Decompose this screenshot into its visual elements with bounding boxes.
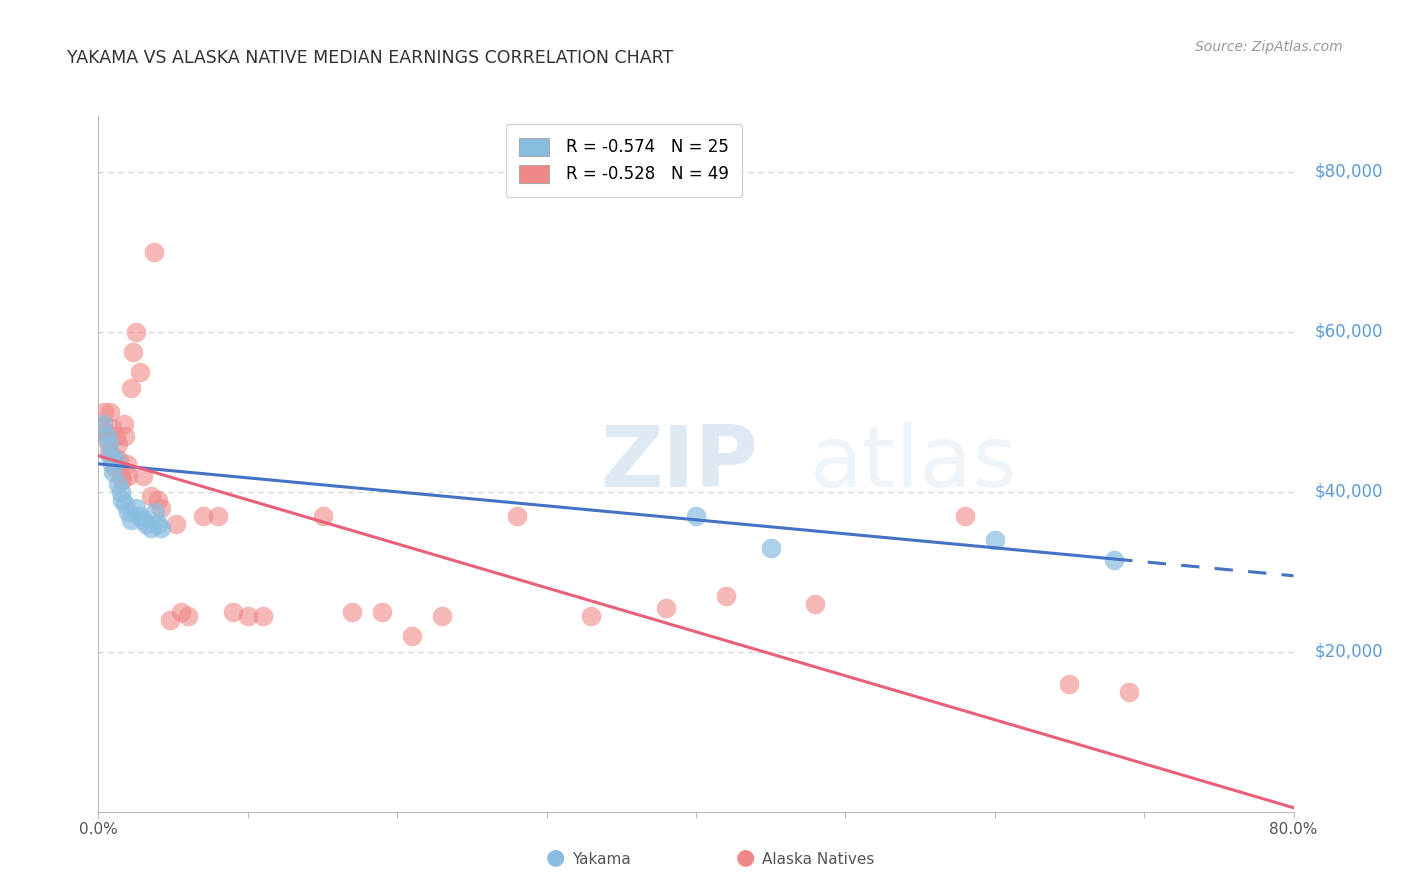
Point — [97, 445, 120, 459]
Point — [129, 365, 152, 379]
Point — [112, 417, 135, 431]
Point — [120, 513, 142, 527]
Point — [103, 465, 125, 479]
Point — [121, 344, 143, 359]
Point — [150, 500, 173, 515]
Point — [685, 508, 707, 523]
Point — [169, 605, 191, 619]
Text: $60,000: $60,000 — [1315, 323, 1384, 341]
Text: ●: ● — [735, 847, 755, 867]
Point — [401, 629, 423, 643]
Point — [108, 453, 131, 467]
Point — [90, 421, 112, 435]
Text: atlas: atlas — [810, 422, 1018, 506]
Text: $20,000: $20,000 — [1315, 643, 1384, 661]
Point — [93, 405, 115, 419]
Text: ZIP: ZIP — [600, 422, 758, 506]
Point — [804, 597, 827, 611]
Point — [107, 476, 129, 491]
Point — [1104, 553, 1126, 567]
Point — [128, 508, 150, 523]
Point — [252, 608, 274, 623]
Point — [101, 457, 124, 471]
Point — [150, 521, 173, 535]
Point — [117, 468, 139, 483]
Point — [132, 513, 155, 527]
Text: Source: ZipAtlas.com: Source: ZipAtlas.com — [1195, 40, 1343, 54]
Point — [110, 468, 132, 483]
Point — [159, 613, 181, 627]
Point — [132, 468, 155, 483]
Point — [111, 492, 134, 507]
Point — [115, 457, 138, 471]
Point — [207, 508, 229, 523]
Text: ●: ● — [546, 847, 565, 867]
Point — [1059, 677, 1081, 691]
Text: $80,000: $80,000 — [1315, 163, 1384, 181]
Point — [105, 453, 128, 467]
Point — [165, 516, 187, 531]
Point — [120, 381, 142, 395]
Point — [142, 244, 165, 259]
Point — [94, 425, 117, 439]
Point — [117, 505, 139, 519]
Point — [506, 508, 529, 523]
Point — [953, 508, 976, 523]
Point — [114, 429, 136, 443]
Point — [96, 433, 118, 447]
Point — [139, 521, 162, 535]
Point — [191, 508, 214, 523]
Point — [655, 600, 678, 615]
Point — [342, 605, 364, 619]
Point — [983, 533, 1005, 547]
Point — [148, 492, 170, 507]
Point — [125, 500, 148, 515]
Point — [222, 605, 245, 619]
Point — [104, 460, 127, 475]
Point — [430, 608, 453, 623]
Point — [148, 516, 170, 531]
Point — [101, 421, 124, 435]
Point — [114, 497, 136, 511]
Text: YAKAMA VS ALASKA NATIVE MEDIAN EARNINGS CORRELATION CHART: YAKAMA VS ALASKA NATIVE MEDIAN EARNINGS … — [67, 49, 673, 67]
Point — [103, 449, 125, 463]
Point — [125, 325, 148, 339]
Text: $40,000: $40,000 — [1315, 483, 1384, 500]
Text: Alaska Natives: Alaska Natives — [762, 852, 875, 867]
Text: Yakama: Yakama — [572, 852, 631, 867]
Point — [177, 608, 200, 623]
Point — [105, 429, 128, 443]
Point — [135, 516, 157, 531]
Point — [98, 449, 122, 463]
Point — [96, 429, 118, 443]
Point — [110, 484, 132, 499]
Point — [91, 417, 114, 431]
Point — [311, 508, 333, 523]
Point — [143, 505, 166, 519]
Point — [714, 589, 737, 603]
Point — [1118, 685, 1140, 699]
Point — [107, 437, 129, 451]
Point — [139, 489, 162, 503]
Point — [98, 405, 122, 419]
Point — [236, 608, 259, 623]
Legend: R = -0.574   N = 25, R = -0.528   N = 49: R = -0.574 N = 25, R = -0.528 N = 49 — [506, 124, 742, 196]
Point — [97, 437, 120, 451]
Point — [759, 541, 782, 555]
Point — [581, 608, 603, 623]
Point — [371, 605, 394, 619]
Point — [111, 473, 134, 487]
